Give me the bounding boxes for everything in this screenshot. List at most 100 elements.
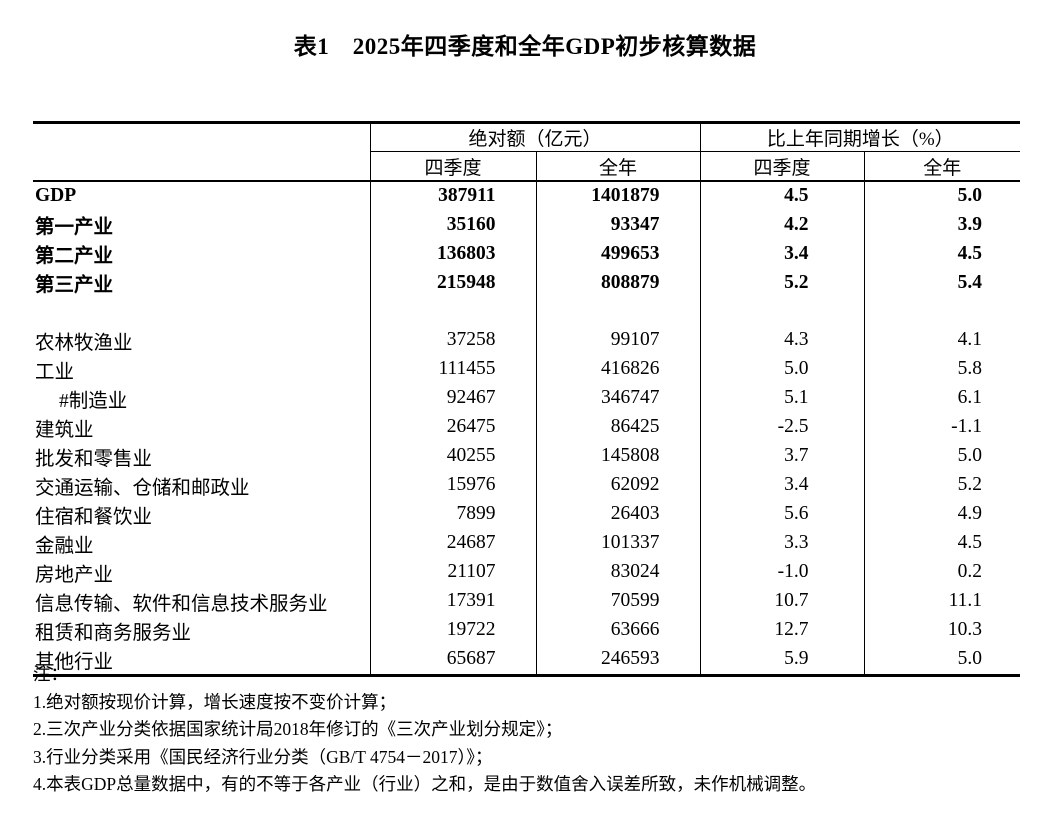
table-row: 信息传输、软件和信息技术服务业 17391 70599 10.7 11.1 <box>33 586 1021 616</box>
header-year-growth: 全年 <box>863 151 1021 182</box>
cell-value: 3.4 <box>699 239 865 269</box>
cell-value: 37258 <box>369 325 536 355</box>
cell-value: 40255 <box>369 441 536 471</box>
cell-value: 3.7 <box>699 441 865 471</box>
row-label: 第三产业 <box>35 275 114 297</box>
row-label: 房地产业 <box>35 564 114 586</box>
cell-value: 387911 <box>369 181 536 211</box>
table-row: 房地产业 21107 83024 -1.0 0.2 <box>33 557 1021 587</box>
cell-value <box>863 297 1021 326</box>
table-row: #制造业 92467 346747 5.1 6.1 <box>33 383 1021 413</box>
cell-value: 5.2 <box>699 268 865 298</box>
row-label: 工业 <box>35 361 75 383</box>
cell-value: 4.3 <box>699 325 865 355</box>
row-label <box>33 297 370 325</box>
cell-value: 145808 <box>535 441 701 471</box>
cell-value: 4.5 <box>699 181 865 211</box>
note-item: 3.行业分类采用《国民经济行业分类（GB/T 4754－2017）》； <box>33 746 493 767</box>
row-label: 农林牧渔业 <box>35 332 133 354</box>
table-row: 第一产业 35160 93347 4.2 3.9 <box>33 210 1021 240</box>
cell-value: -1.0 <box>699 557 865 587</box>
cell-value: 92467 <box>369 383 536 413</box>
note-item: 1.绝对额按现价计算，增长速度按不变价计算； <box>33 691 397 712</box>
cell-value: 63666 <box>535 615 701 645</box>
row-label: 批发和零售业 <box>35 448 153 470</box>
cell-value: 0.2 <box>863 557 1021 587</box>
cell-value: 5.0 <box>699 354 865 384</box>
cell-value: 5.0 <box>863 644 1021 676</box>
header-group-row: 绝对额（亿元） 比上年同期增长（%） <box>33 122 1021 152</box>
table-row: 其他行业 65687 246593 5.9 5.0 <box>33 644 1021 676</box>
table-row: 农林牧渔业 37258 99107 4.3 4.1 <box>33 325 1021 355</box>
cell-value: 416826 <box>535 354 701 384</box>
cell-value: 136803 <box>369 239 536 269</box>
table-row: 建筑业 26475 86425 -2.5 -1.1 <box>33 412 1021 442</box>
header-sub-row: 四季度 全年 四季度 全年 <box>33 151 1021 182</box>
cell-value: 4.9 <box>863 499 1021 529</box>
table-row: 住宿和餐饮业 7899 26403 5.6 4.9 <box>33 499 1021 529</box>
note-item: 4.本表GDP总量数据中，有的不等于各产业（行业）之和，是由于数值舍入误差所致，… <box>33 774 817 795</box>
cell-value: 499653 <box>535 239 701 269</box>
table-row: 第三产业 215948 808879 5.2 5.4 <box>33 268 1021 298</box>
cell-value: -2.5 <box>699 412 865 442</box>
cell-value: 4.2 <box>699 210 865 240</box>
row-label: #制造业 <box>59 390 128 412</box>
table-row: 交通运输、仓储和邮政业 15976 62092 3.4 5.2 <box>33 470 1021 500</box>
cell-value: 246593 <box>535 644 701 676</box>
table-row: 租赁和商务服务业 19722 63666 12.7 10.3 <box>33 615 1021 645</box>
gdp-table-header: 绝对额（亿元） 比上年同期增长（%） 四季度 全年 四季度 全年 <box>33 122 1021 182</box>
header-group-absolute: 绝对额（亿元） <box>369 122 701 152</box>
row-label: 信息传输、软件和信息技术服务业 <box>35 593 328 615</box>
cell-value: 10.3 <box>863 615 1021 645</box>
row-label: 第一产业 <box>35 217 114 239</box>
table-row: 第二产业 136803 499653 3.4 4.5 <box>33 239 1021 269</box>
cell-value: 26403 <box>535 499 701 529</box>
header-group-growth: 比上年同期增长（%） <box>699 122 1021 152</box>
header-empty-cell <box>33 151 370 182</box>
table-row: 金融业 24687 101337 3.3 4.5 <box>33 528 1021 558</box>
cell-value: 10.7 <box>699 586 865 616</box>
cell-value: 19722 <box>369 615 536 645</box>
cell-value: 5.0 <box>863 181 1021 211</box>
cell-value: 26475 <box>369 412 536 442</box>
cell-value: 24687 <box>369 528 536 558</box>
row-label: 金融业 <box>35 535 94 557</box>
cell-value: 6.1 <box>863 383 1021 413</box>
cell-value: 3.4 <box>699 470 865 500</box>
cell-value <box>369 297 536 326</box>
cell-value: 5.1 <box>699 383 865 413</box>
cell-value <box>699 297 865 326</box>
table-row-blank <box>33 297 1021 326</box>
cell-value: 15976 <box>369 470 536 500</box>
cell-value <box>535 297 701 326</box>
gdp-table-body: GDP 387911 1401879 4.5 5.0 第一产业 35160 93347 4.2 3… <box>33 181 1021 676</box>
cell-value: 4.1 <box>863 325 1021 355</box>
cell-value: 5.0 <box>863 441 1021 471</box>
cell-value: 101337 <box>535 528 701 558</box>
cell-value: 70599 <box>535 586 701 616</box>
table-row: GDP 387911 1401879 4.5 5.0 <box>33 181 1021 211</box>
cell-value: 65687 <box>369 644 536 676</box>
row-label: 住宿和餐饮业 <box>35 506 153 528</box>
gdp-table: 绝对额（亿元） 比上年同期增长（%） 四季度 全年 四季度 全年 GDP 3879… <box>33 121 1021 677</box>
row-label: 建筑业 <box>35 419 94 441</box>
row-label: 租赁和商务服务业 <box>35 622 192 644</box>
cell-value: 1401879 <box>535 181 701 211</box>
cell-value: 5.9 <box>699 644 865 676</box>
cell-value: 5.4 <box>863 268 1021 298</box>
cell-value: 4.5 <box>863 239 1021 269</box>
row-label: 其他行业 <box>35 651 114 673</box>
cell-value: 5.8 <box>863 354 1021 384</box>
table-row: 批发和零售业 40255 145808 3.7 5.0 <box>33 441 1021 471</box>
header-q4-growth: 四季度 <box>699 151 865 182</box>
header-year-absolute: 全年 <box>535 151 701 182</box>
row-label: 交通运输、仓储和邮政业 <box>35 477 250 499</box>
cell-value: 215948 <box>369 268 536 298</box>
cell-value: 3.9 <box>863 210 1021 240</box>
cell-value: 808879 <box>535 268 701 298</box>
cell-value: 3.3 <box>699 528 865 558</box>
cell-value: 4.5 <box>863 528 1021 558</box>
note-item: 2.三次产业分类依据国家统计局2018年修订的《三次产业划分规定》； <box>33 719 563 740</box>
cell-value: 5.2 <box>863 470 1021 500</box>
cell-value: 346747 <box>535 383 701 413</box>
